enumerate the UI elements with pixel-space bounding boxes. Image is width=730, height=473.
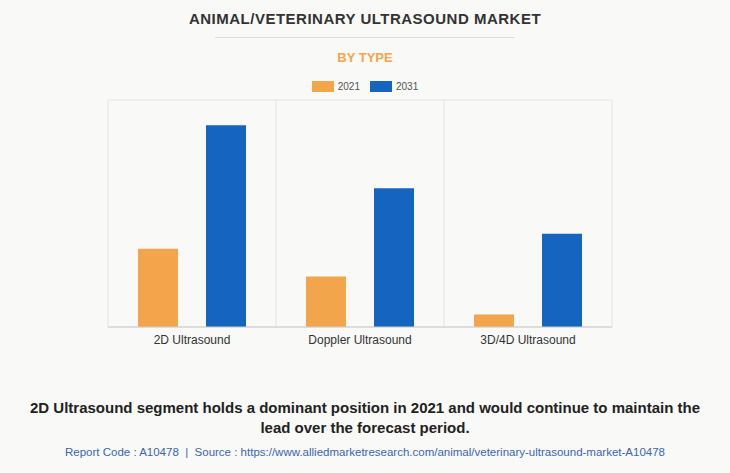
- html-text:ANIMAL/VETERINARY ULTRASOUND M: ANIMAL/VETERINARY ULTRASOUND MARKET: [188, 10, 542, 27]
- html-text:2021: 2021: [337, 81, 360, 92]
- svg-text:2D Ultrasound: 2D Ultrasound: [154, 333, 231, 347]
- html-text:2D Ultrasound segment holds a: 2D Ultrasound segment holds a dominant p…: [30, 399, 700, 436]
- svg-text:3D/4D Ultrasound: 3D/4D Ultrasound: [480, 333, 575, 347]
- html-text:Report Code : A10478 | Source: Report Code : A10478 | Source : https://…: [65, 446, 665, 458]
- html-text:2031: 2031: [396, 81, 419, 92]
- svg-text:Doppler Ultrasound: Doppler Ultrasound: [308, 333, 411, 347]
- html-text:BY TYPE: BY TYPE: [337, 50, 393, 65]
